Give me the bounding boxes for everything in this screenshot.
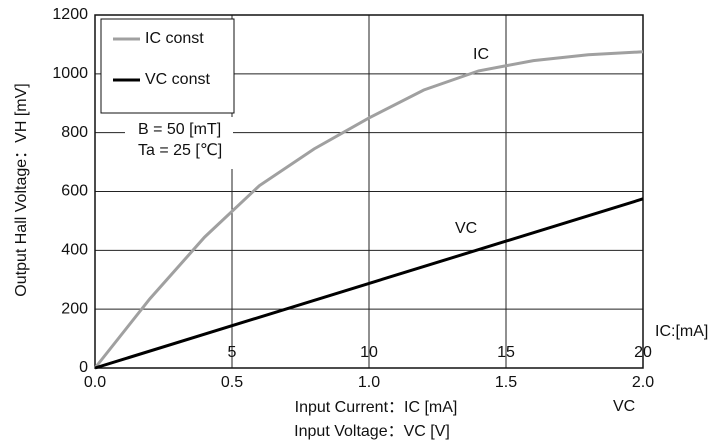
note-box — [125, 117, 233, 169]
annotation: IC — [473, 46, 489, 63]
x2-tick-label: 10 — [360, 344, 378, 361]
y-tick-label: 0 — [79, 359, 88, 376]
x2-tick-label: 15 — [497, 344, 515, 361]
x2-tick-label: 5 — [228, 344, 237, 361]
x-tick-label: 1.0 — [358, 374, 380, 391]
x-tick-label: 1.5 — [495, 374, 517, 391]
y-tick-label: 400 — [61, 242, 88, 259]
data-line — [93, 50, 644, 369]
annotation: B = 50 [mT] — [138, 121, 221, 138]
annotation: IC:[mA] — [655, 323, 708, 340]
x-tick-label: 0.5 — [221, 374, 243, 391]
legend-label: VC const — [145, 71, 210, 88]
annotation: Ta = 25 [℃] — [138, 142, 222, 159]
plot-frame — [94, 14, 644, 369]
legend-label: IC const — [145, 30, 204, 47]
y-axis-label: Output Hall Voltage：VH [mV] — [13, 83, 30, 296]
x-tick-label: 0.0 — [84, 374, 106, 391]
annotation: VC — [455, 220, 477, 237]
x2-axis-label: Input Voltage：VC [V] — [294, 423, 450, 440]
y-tick-label: 1200 — [52, 6, 88, 23]
y-tick-label: 200 — [61, 300, 88, 317]
y-tick-label: 1000 — [52, 65, 88, 82]
annotation: VC — [613, 398, 635, 415]
legend-box — [100, 18, 235, 114]
x-tick-label: 2.0 — [632, 374, 654, 391]
data-line — [94, 197, 644, 370]
y-tick-label: 600 — [61, 183, 88, 200]
y-tick-label: 800 — [61, 124, 88, 141]
x-axis-label: Input Current：IC [mA] — [295, 399, 458, 416]
